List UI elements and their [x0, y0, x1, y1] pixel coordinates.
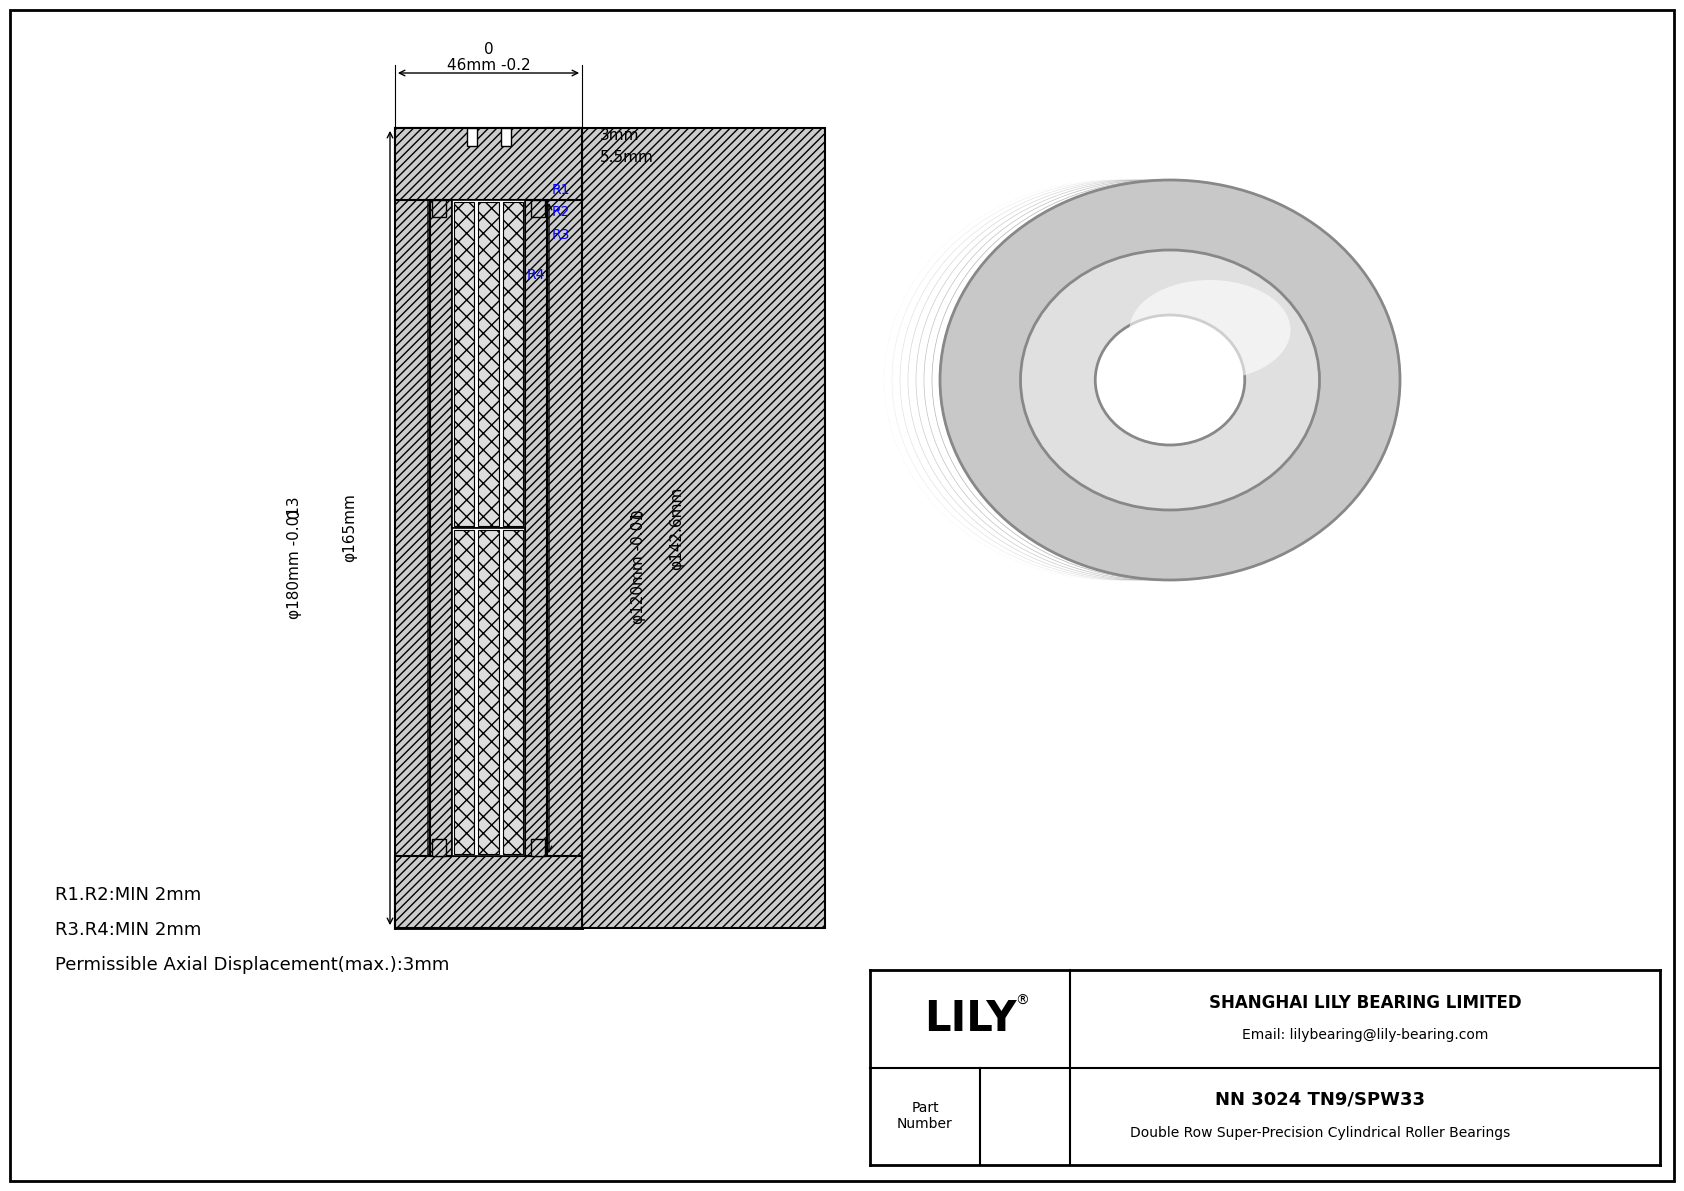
Text: 0: 0	[632, 509, 647, 518]
Text: R3: R3	[552, 227, 571, 242]
Text: NN 3024 TN9/SPW33: NN 3024 TN9/SPW33	[1214, 1091, 1425, 1109]
Text: 0: 0	[483, 42, 493, 57]
Text: 3mm: 3mm	[600, 129, 640, 143]
Bar	[478, 202, 498, 526]
Bar	[500, 127, 510, 146]
Bar	[502, 202, 524, 526]
Bar	[429, 200, 451, 856]
Bar	[433, 200, 446, 217]
Bar	[396, 127, 825, 928]
Text: R1.R2:MIN 2mm: R1.R2:MIN 2mm	[56, 886, 202, 904]
Text: Part
Number: Part Number	[898, 1102, 953, 1131]
Bar	[455, 530, 475, 854]
Bar	[530, 200, 546, 217]
Ellipse shape	[1021, 250, 1320, 510]
Text: φ142.6mm: φ142.6mm	[670, 486, 684, 569]
Bar	[547, 127, 583, 928]
Bar	[478, 530, 498, 854]
Bar	[451, 200, 525, 856]
Text: R3.R4:MIN 2mm: R3.R4:MIN 2mm	[56, 921, 202, 939]
Text: 5.5mm: 5.5mm	[600, 150, 653, 166]
Ellipse shape	[940, 180, 1399, 580]
Bar	[451, 200, 525, 528]
Text: Double Row Super-Precision Cylindrical Roller Bearings: Double Row Super-Precision Cylindrical R…	[1130, 1125, 1511, 1140]
Ellipse shape	[1095, 314, 1244, 445]
Bar	[451, 528, 525, 856]
Text: R1: R1	[552, 183, 571, 197]
Bar	[530, 838, 546, 856]
Text: R4: R4	[527, 268, 546, 282]
Bar	[502, 530, 524, 854]
Bar	[433, 838, 446, 856]
Bar	[429, 200, 547, 856]
Text: φ180mm -0.013: φ180mm -0.013	[288, 497, 303, 619]
Bar	[396, 856, 583, 928]
Text: Email: lilybearing@lily-bearing.com: Email: lilybearing@lily-bearing.com	[1241, 1028, 1489, 1042]
Bar	[396, 127, 583, 200]
Text: φ165mm: φ165mm	[342, 493, 357, 562]
Text: R2: R2	[552, 205, 571, 219]
Text: 0: 0	[288, 509, 303, 518]
Text: Permissible Axial Displacement(max.):3mm: Permissible Axial Displacement(max.):3mm	[56, 956, 450, 974]
Text: 46mm -0.2: 46mm -0.2	[446, 58, 530, 73]
Bar	[455, 202, 475, 526]
Text: φ120mm -0.01: φ120mm -0.01	[632, 512, 647, 624]
Ellipse shape	[1130, 280, 1290, 380]
Text: ®: ®	[1015, 993, 1029, 1008]
Bar	[466, 127, 477, 146]
Text: LILY: LILY	[925, 998, 1015, 1040]
Bar	[525, 200, 547, 856]
Text: SHANGHAI LILY BEARING LIMITED: SHANGHAI LILY BEARING LIMITED	[1209, 993, 1521, 1011]
